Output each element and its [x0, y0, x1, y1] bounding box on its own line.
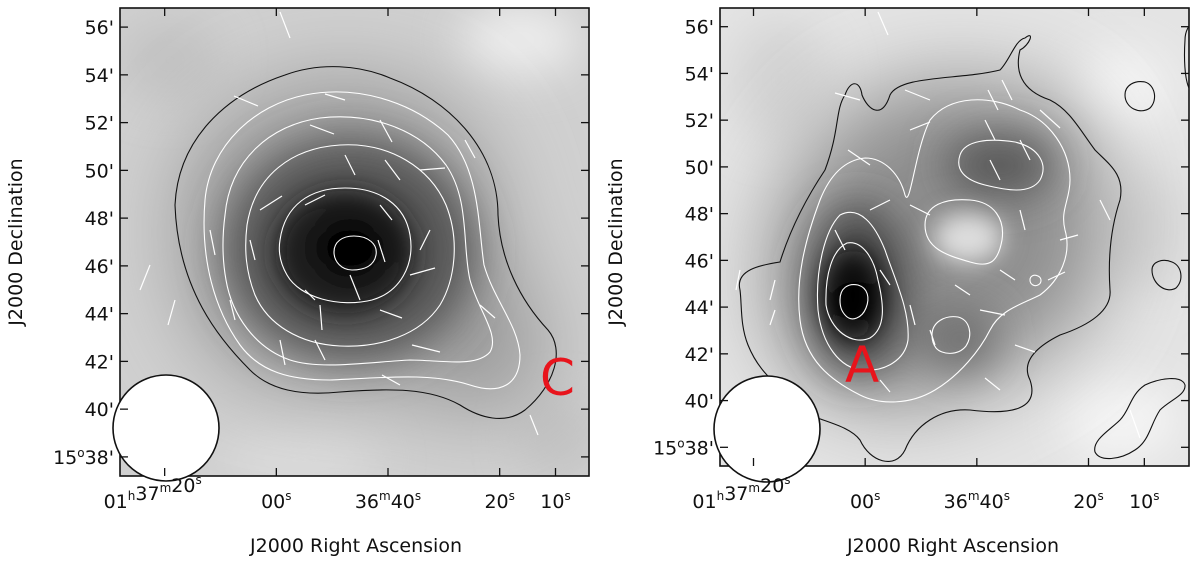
left-plot-frame	[119, 7, 590, 477]
left-axes: 15o38' 40' 42' 44' 46' 48' 50' 52' 54' 56' 01h37m2…	[53, 8, 589, 513]
y-tick-label: 52'	[685, 110, 714, 132]
right-axes: 15o38' 40' 42' 44' 46' 48' 50' 52' 54' 56' 01h37m2…	[653, 8, 1189, 513]
x-tick-label: 01h37m20s	[104, 473, 202, 513]
y-tick-label: 46'	[85, 256, 114, 278]
y-tick-label: 56'	[685, 17, 714, 39]
contour-3	[222, 116, 494, 366]
y-tick-label: 15o38'	[653, 436, 714, 459]
x-axis-title: J2000 Right Ascension	[249, 535, 462, 557]
beam-marker	[713, 375, 821, 483]
y-tick-label: 40'	[85, 399, 114, 421]
contour-4	[825, 242, 883, 341]
contour-peak	[333, 235, 377, 271]
contour-2	[203, 91, 521, 390]
right-panel: A 15o38' 40' 42' 44' 46' 48' 50' 52' 54' 56' 01h37…	[605, 7, 1190, 557]
contour-4	[245, 144, 455, 347]
y-tick-label: 42'	[85, 351, 114, 373]
y-axis-title: J2000 Declination	[5, 158, 27, 326]
beam-marker	[112, 374, 220, 482]
y-tick-label: 42'	[685, 344, 714, 366]
x-tick-label: 36m40s	[944, 489, 1010, 513]
x-tick-label: 00s	[850, 489, 880, 513]
polarization-vectors	[139, 11, 539, 436]
left-panel: C 15o38' 40' 42' 44' 46' 48' 50' 52' 54' 56' 01h37…	[5, 7, 590, 557]
y-axis-title: J2000 Declination	[605, 158, 627, 326]
y-tick-label: 48'	[85, 208, 114, 230]
y-tick-label: 15o38'	[53, 446, 114, 469]
polarization-vectors	[735, 11, 1141, 439]
contour-3	[816, 211, 909, 371]
y-tick-label: 48'	[685, 204, 714, 226]
annotation-label: A	[845, 336, 879, 394]
x-tick-label: 20s	[484, 489, 514, 513]
y-tick-label: 46'	[685, 250, 714, 272]
y-tick-label: 56'	[85, 17, 114, 39]
contour-5	[278, 187, 412, 304]
contour-2	[798, 99, 1071, 403]
y-tick-label: 54'	[685, 63, 714, 85]
left-heatmap	[120, 8, 589, 476]
y-tick-label: 40'	[685, 391, 714, 413]
y-tick-label: 44'	[85, 304, 114, 326]
contour-knot	[931, 316, 971, 354]
x-tick-label: 10s	[1129, 489, 1159, 513]
contour-peak	[839, 284, 869, 320]
contour-outer	[174, 66, 557, 419]
x-tick-label: 20s	[1073, 489, 1103, 513]
x-axis-title: J2000 Right Ascension	[846, 535, 1059, 557]
annotation-label: C	[540, 349, 575, 407]
contour-hole	[924, 199, 1004, 265]
contour-secondary	[958, 139, 1044, 191]
y-tick-label: 52'	[85, 113, 114, 135]
contour-outer	[738, 35, 1122, 462]
y-tick-label: 54'	[85, 65, 114, 87]
x-tick-label: 01h37m20s	[692, 473, 790, 513]
y-tick-label: 50'	[85, 160, 114, 182]
contour-small	[1029, 274, 1042, 287]
right-plot-frame	[719, 7, 1190, 467]
y-tick-label: 50'	[685, 157, 714, 179]
x-tick-label: 00s	[261, 489, 291, 513]
x-tick-label: 36m40s	[355, 489, 421, 513]
x-tick-label: 10s	[540, 489, 570, 513]
y-tick-label: 44'	[685, 297, 714, 319]
